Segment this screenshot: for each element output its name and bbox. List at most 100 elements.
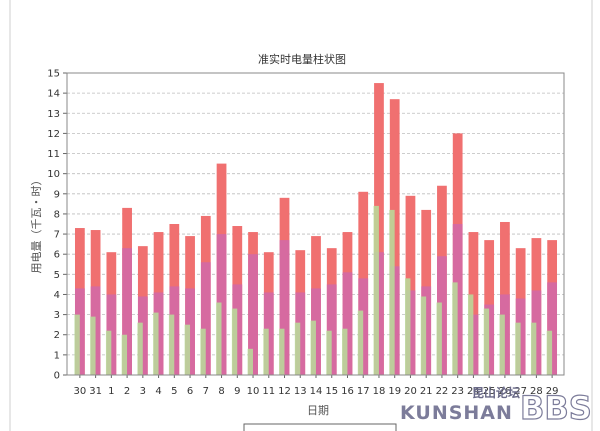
x-tick-label: 8 — [218, 386, 224, 397]
bar-series-2 — [437, 256, 447, 375]
bar-series-2 — [74, 288, 85, 375]
x-tick-label: 28 — [530, 386, 543, 397]
x-tick-label: 21 — [420, 386, 433, 397]
y-tick-label: 11 — [47, 149, 60, 160]
x-tick-label: 25 — [483, 386, 496, 397]
bar-series-2 — [137, 296, 148, 375]
watermark-kunshan: KUNSHAN — [400, 402, 513, 424]
bar-series-2 — [153, 292, 164, 375]
x-tick-label: 5 — [171, 386, 177, 397]
x-tick-label: 23 — [451, 386, 464, 397]
bar-series-3 — [436, 302, 442, 375]
y-tick-label: 0 — [54, 371, 60, 382]
x-tick-label: 2 — [124, 386, 130, 397]
bar-series-1 — [468, 232, 479, 375]
bar-series-1 — [405, 195, 416, 375]
bar-series-2 — [216, 234, 227, 375]
bar-series-2 — [122, 248, 132, 375]
bar-series-3 — [200, 328, 206, 375]
bar-series-2 — [311, 288, 321, 375]
bar-series-3 — [342, 328, 348, 375]
y-tick-label: 10 — [47, 169, 60, 180]
bar-series-3 — [121, 334, 128, 375]
y-tick-label: 1 — [54, 350, 60, 361]
bar-series-2 — [500, 294, 510, 375]
bar-series-2 — [452, 224, 463, 375]
bar-series-3 — [153, 312, 159, 375]
bar-series-2 — [295, 292, 306, 375]
x-tick-label: 18 — [373, 386, 386, 397]
x-tick-label: 27 — [514, 386, 527, 397]
y-tick-label: 5 — [54, 270, 60, 281]
y-tick-label: 13 — [47, 109, 60, 120]
bar-series-2 — [248, 254, 258, 375]
bar-series-3 — [74, 314, 80, 375]
bar-series-2 — [342, 272, 353, 375]
x-tick-label: 31 — [89, 386, 102, 397]
bar-series-2 — [358, 278, 369, 375]
y-tick-label: 6 — [54, 250, 60, 261]
x-tick-label: 19 — [388, 386, 401, 397]
x-tick-label: 10 — [247, 386, 260, 397]
y-axis-label: 用电量（千瓦・时） — [30, 175, 43, 274]
x-tick-label: 3 — [140, 386, 146, 397]
bar-series-1 — [374, 83, 384, 376]
x-tick-label: 20 — [404, 386, 417, 397]
bar-series-3 — [373, 205, 379, 375]
x-tick-label: 12 — [278, 386, 291, 397]
bar-series-2 — [389, 266, 400, 375]
bar-series-3 — [105, 330, 112, 375]
y-tick-label: 8 — [54, 209, 60, 220]
x-tick-label: 15 — [325, 386, 338, 397]
bar-series-2 — [200, 262, 211, 375]
bar-series-2 — [515, 298, 526, 375]
bar-series-2 — [90, 286, 101, 375]
x-tick-label: 7 — [203, 386, 209, 397]
bar-series-2 — [169, 286, 180, 375]
x-tick-label: 9 — [234, 386, 240, 397]
y-tick-label: 9 — [54, 189, 60, 200]
bar-series-1 — [389, 99, 400, 375]
bar-series-2 — [185, 288, 195, 375]
x-tick-label: 11 — [262, 386, 275, 397]
bar-series-2 — [468, 314, 479, 375]
bar-series-3 — [137, 322, 143, 375]
bar-series-3 — [468, 294, 474, 375]
x-tick-label: 4 — [155, 386, 161, 397]
x-tick-label: 14 — [310, 386, 323, 397]
bar-series-3 — [90, 316, 96, 375]
bar-series-2 — [405, 290, 416, 375]
bar-series-2 — [326, 284, 337, 375]
bar-series-2 — [421, 286, 432, 375]
x-tick-label: 17 — [357, 386, 370, 397]
bar-series-3 — [389, 209, 395, 375]
bar-series-3 — [247, 348, 253, 375]
y-tick-label: 3 — [54, 310, 60, 321]
y-tick-label: 7 — [54, 230, 60, 241]
x-tick-label: 24 — [467, 386, 480, 397]
bar-series-2 — [484, 304, 495, 375]
bar-series-2 — [263, 292, 274, 375]
bar-series-3 — [452, 282, 458, 375]
x-tick-label: 6 — [187, 386, 193, 397]
bar-series-2 — [106, 294, 117, 375]
y-tick-label: 4 — [54, 290, 60, 301]
x-tick-label: 30 — [74, 386, 87, 397]
bar-series-2 — [374, 252, 384, 375]
x-tick-label: 1 — [108, 386, 114, 397]
x-axis-label: 日期 — [307, 404, 329, 417]
bar-series-3 — [357, 310, 364, 375]
y-tick-label: 12 — [47, 129, 60, 140]
bar-series-3 — [420, 296, 427, 375]
watermark-cn: 昆山论坛 — [472, 385, 520, 400]
chart-title: 准实时电量柱状图 — [258, 52, 346, 66]
bars-group — [74, 83, 558, 376]
bar-series-2 — [232, 284, 243, 375]
bar-series-3 — [326, 330, 332, 375]
watermark-bbs: BBS — [520, 389, 592, 427]
bar-series-3 — [216, 302, 222, 375]
bar-series-3 — [515, 322, 521, 375]
y-tick-label: 2 — [54, 330, 60, 341]
